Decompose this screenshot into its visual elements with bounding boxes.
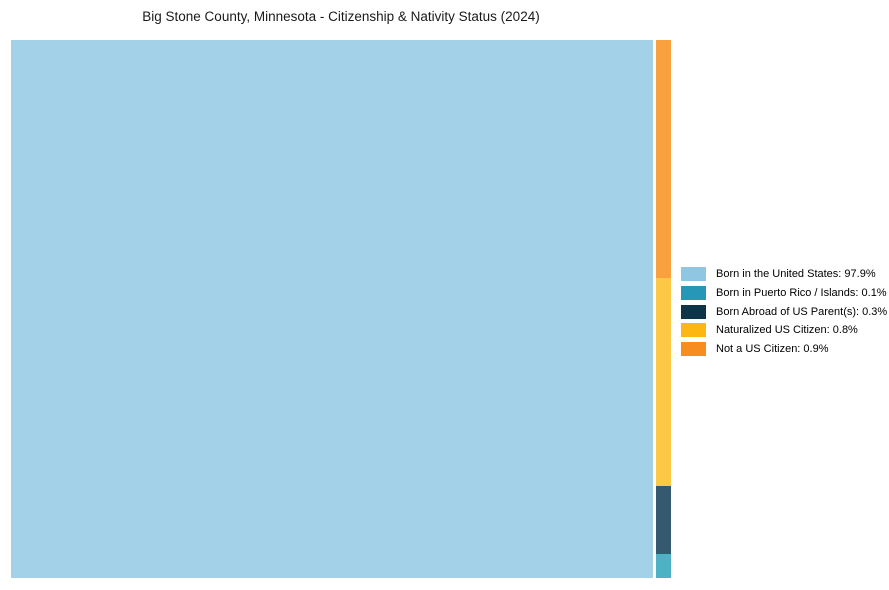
treemap-strip	[656, 40, 671, 578]
legend-swatch-naturalized	[681, 323, 706, 338]
treemap-cell-born-in-puerto-rico-islands	[656, 554, 671, 578]
legend-item-born-in-puerto-rico: Born in Puerto Rico / Islands: 0.1%	[681, 285, 887, 300]
legend-item-not-a-citizen: Not a US Citizen: 0.9%	[681, 342, 887, 357]
legend-label-not-a-citizen: Not a US Citizen: 0.9%	[716, 343, 829, 356]
legend-label-naturalized: Naturalized US Citizen: 0.8%	[716, 324, 858, 337]
treemap-cell-naturalized-us-citizen	[656, 278, 671, 486]
legend-swatch-born-in-us	[681, 267, 706, 281]
legend: Born in the United States: 97.9% Born in…	[681, 267, 888, 357]
legend-item-born-abroad: Born Abroad of US Parent(s): 0.3%	[681, 304, 888, 319]
legend-swatch-not-a-citizen	[681, 342, 706, 357]
legend-swatch-born-in-puerto-rico	[681, 285, 706, 300]
treemap-plot-area	[11, 40, 671, 578]
chart-title: Big Stone County, Minnesota - Citizenshi…	[142, 9, 540, 24]
treemap-cell-born-abroad-us-parents	[656, 486, 671, 554]
legend-item-naturalized: Naturalized US Citizen: 0.8%	[681, 323, 887, 338]
legend-label-born-in-puerto-rico: Born in Puerto Rico / Islands: 0.1%	[716, 286, 887, 299]
treemap-cell-born-in-us	[11, 40, 653, 578]
legend-label-born-abroad: Born Abroad of US Parent(s): 0.3%	[716, 305, 888, 318]
legend-item-born-in-us: Born in the United States: 97.9%	[681, 267, 887, 281]
legend-swatch-born-abroad	[681, 304, 706, 319]
legend-label-born-in-us: Born in the United States: 97.9%	[716, 268, 876, 280]
treemap-cell-not-a-us-citizen	[656, 40, 671, 278]
